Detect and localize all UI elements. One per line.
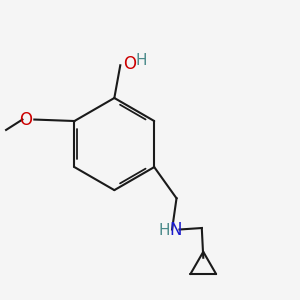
Text: O: O: [20, 110, 32, 128]
Text: H: H: [135, 53, 147, 68]
Text: O: O: [123, 55, 136, 73]
Text: H: H: [159, 224, 170, 238]
Text: N: N: [169, 221, 182, 239]
